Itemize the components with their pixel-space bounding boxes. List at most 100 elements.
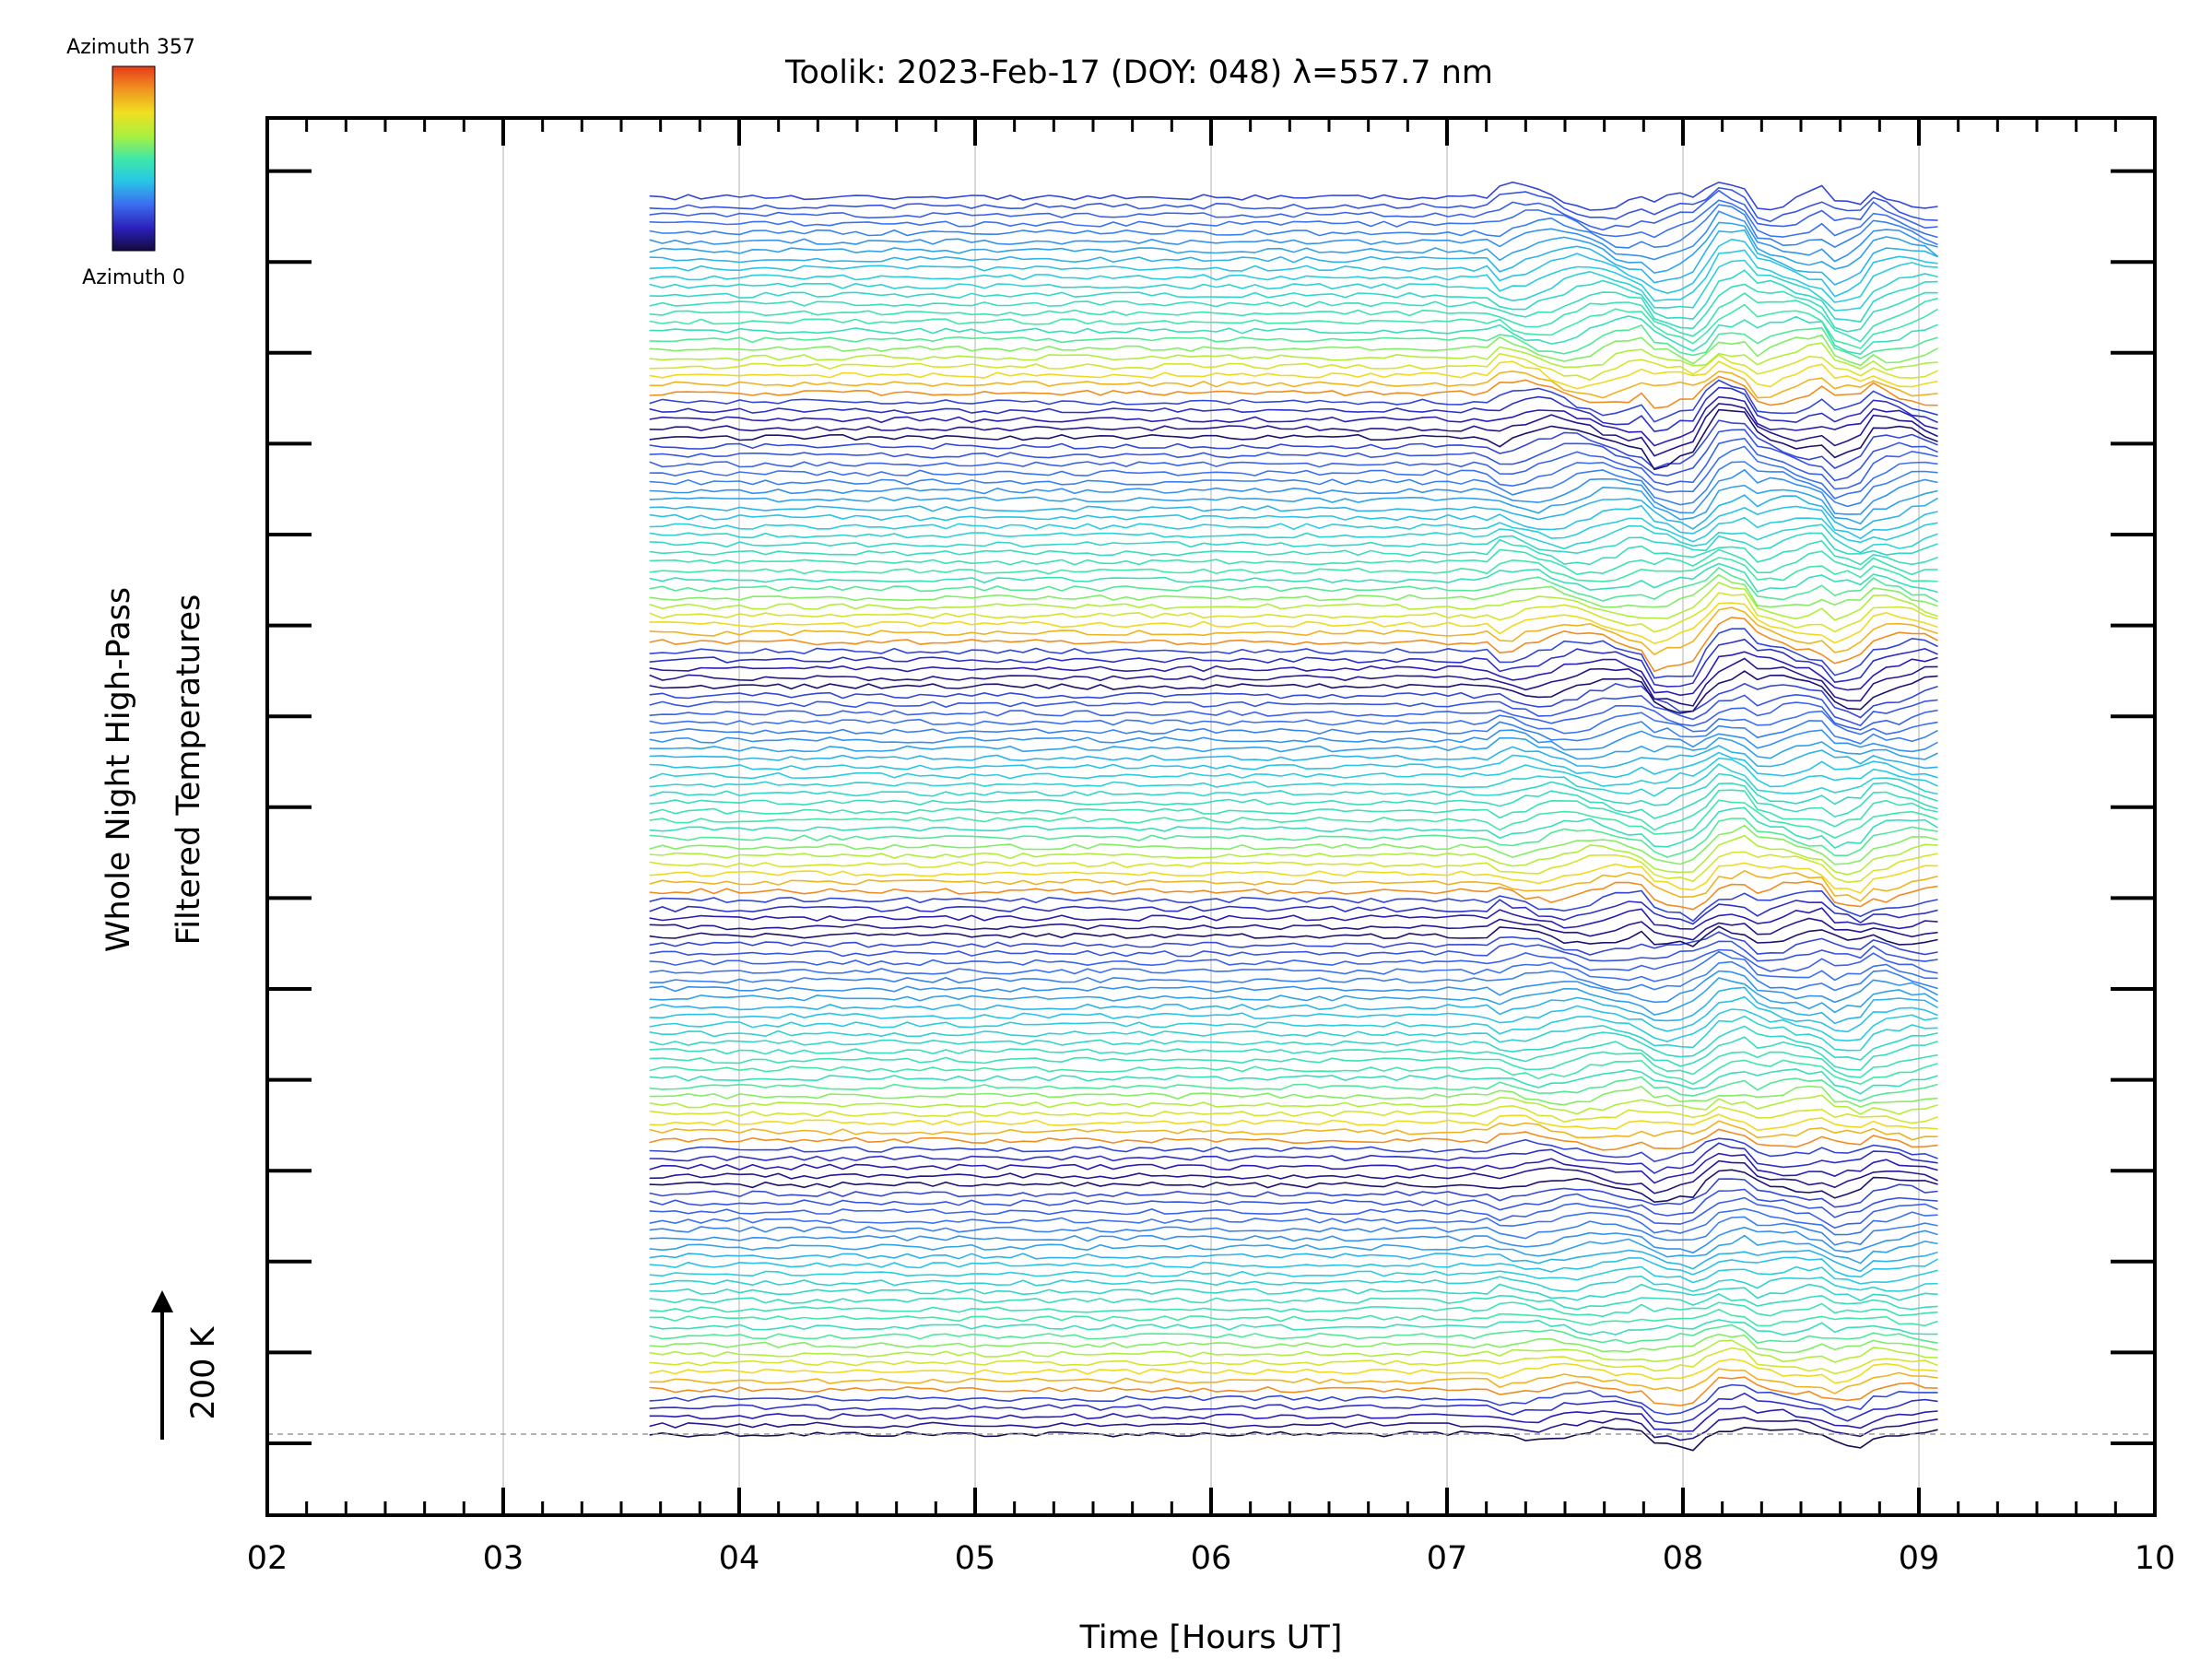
trace-line [649, 1347, 1938, 1375]
trace-line [649, 772, 1938, 806]
trace-line [649, 907, 1938, 930]
trace-line [649, 880, 1938, 911]
x-tick-label-08: 08 [1663, 1540, 1704, 1577]
trace-line [649, 693, 1938, 727]
trace-line [649, 269, 1938, 323]
trace-line [649, 931, 1938, 956]
trace-line [649, 986, 1938, 1025]
trace-line [649, 484, 1938, 525]
trace-line [649, 1406, 1938, 1432]
trace-line [649, 789, 1938, 831]
vertical-gridlines [502, 118, 1920, 1515]
trace-line [649, 1226, 1938, 1254]
trace-line [649, 782, 1938, 819]
trace-line [649, 1339, 1938, 1363]
trace-line [649, 504, 1938, 540]
x-tick-label-05: 05 [955, 1540, 996, 1577]
trace-line [649, 1256, 1938, 1278]
trace-line [649, 303, 1938, 349]
trace-line [649, 370, 1938, 399]
trace-line [649, 657, 1938, 707]
trace-line [649, 1358, 1938, 1384]
trace-line [649, 736, 1938, 760]
trace-line [649, 1008, 1938, 1042]
trace-line [649, 229, 1938, 286]
trace-line [649, 670, 1938, 714]
trace-line [649, 1059, 1938, 1086]
trace-line [649, 1068, 1938, 1095]
trace-line [649, 682, 1938, 719]
trace-line [649, 437, 1938, 490]
trace-line [649, 940, 1938, 962]
trace-line [649, 995, 1938, 1033]
trace-line [649, 1113, 1938, 1132]
trace-line [649, 204, 1938, 249]
x-tick-label-06: 06 [1191, 1540, 1232, 1577]
trace-line [649, 616, 1938, 673]
trace-line [649, 1015, 1938, 1052]
trace-line [649, 375, 1938, 409]
trace-line [649, 468, 1938, 515]
trace-line [649, 851, 1938, 884]
trace-line [649, 403, 1938, 457]
x-tick-label-10: 10 [2135, 1540, 2176, 1577]
trace-line [649, 181, 1938, 211]
trace-line [649, 948, 1938, 974]
trace-line [649, 1426, 1938, 1452]
trace-line [649, 494, 1938, 531]
trace-line [649, 720, 1938, 745]
trace-line [649, 1216, 1938, 1246]
trace-line [649, 360, 1938, 390]
trace-line [649, 1142, 1938, 1174]
trace-line [649, 592, 1938, 633]
y-axis-label-line1: Whole Night High-Pass [100, 587, 137, 952]
trace-line [649, 1120, 1938, 1141]
trace-line [649, 199, 1938, 239]
chart-title: Toolik: 2023-Feb-17 (DOY: 048) λ=557.7 n… [784, 54, 1493, 91]
trace-line [649, 1025, 1938, 1061]
trace-line [649, 1128, 1938, 1151]
trace-line [649, 1094, 1938, 1115]
trace-line [649, 292, 1938, 343]
trace-line [649, 970, 1938, 1004]
trace-line [649, 259, 1938, 312]
trace-line [649, 1036, 1938, 1071]
trace-line [649, 562, 1938, 594]
y-axis-label-line2: Filtered Temperatures [171, 594, 207, 946]
trace-line [649, 532, 1938, 556]
trace-line [649, 1234, 1938, 1265]
x-axis-label: Time [Hours UT] [1079, 1619, 1343, 1656]
trace-line [649, 395, 1938, 447]
trace-line [649, 419, 1938, 470]
trace-line [649, 799, 1938, 839]
trace-line [649, 701, 1938, 731]
trace-line [649, 557, 1938, 582]
trace-line [649, 1076, 1938, 1102]
trace-line [649, 324, 1938, 359]
trace-line [649, 763, 1938, 797]
x-tick-label-02: 02 [247, 1540, 288, 1577]
trace-line [649, 538, 1938, 566]
trace-line [649, 1085, 1938, 1108]
trace-line [649, 1333, 1938, 1354]
trace-line [649, 1283, 1938, 1301]
trace-line [649, 221, 1939, 275]
trace-line [649, 869, 1938, 902]
trace-line [649, 210, 1938, 263]
trace-line [649, 1293, 1938, 1311]
scale-bar-arrow-head [151, 1290, 173, 1312]
trace-line [649, 1196, 1938, 1230]
trace-line [649, 283, 1938, 333]
trace-line [649, 1376, 1938, 1406]
trace-line [649, 628, 1938, 679]
trace-line [649, 818, 1938, 858]
trace-line [649, 573, 1938, 608]
trace-line [649, 1392, 1938, 1425]
trace-line [649, 834, 1938, 876]
trace-line [649, 751, 1938, 779]
trace-line [649, 899, 1938, 925]
trace-line [649, 1051, 1938, 1078]
trace-line [649, 379, 1938, 423]
trace-line [649, 1265, 1938, 1285]
